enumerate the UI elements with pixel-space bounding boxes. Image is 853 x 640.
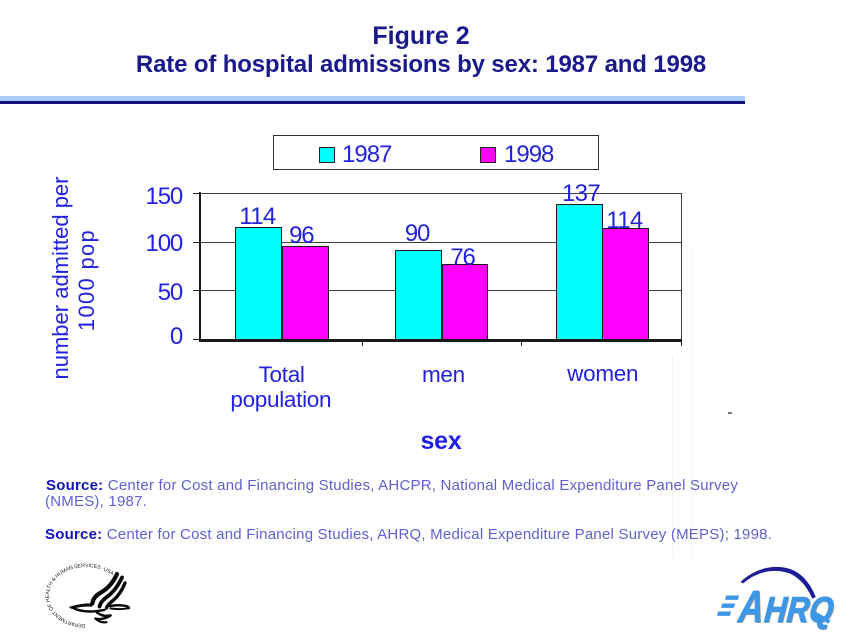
svg-text:HRQ: HRQ	[761, 591, 840, 631]
svg-text:HRQ: HRQ	[760, 590, 839, 630]
